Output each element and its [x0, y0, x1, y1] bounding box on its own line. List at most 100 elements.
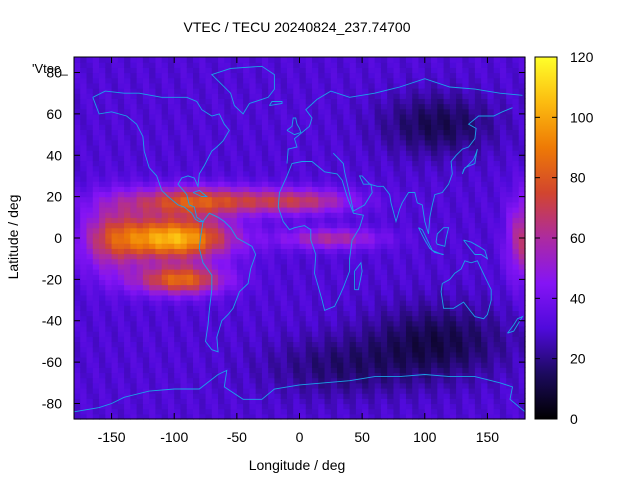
- heat-cell: [493, 165, 501, 172]
- heat-cell: [155, 362, 163, 368]
- heat-cell: [462, 243, 470, 249]
- heat-cell: [368, 108, 376, 115]
- heat-cell: [299, 72, 307, 79]
- heat-cell: [474, 57, 482, 63]
- heat-cell: [155, 269, 163, 275]
- heat-cell: [499, 201, 507, 208]
- heat-cell: [324, 160, 332, 167]
- heat-cell: [456, 186, 463, 193]
- heat-cell: [399, 186, 407, 193]
- heat-cell: [305, 98, 313, 105]
- heat-cell: [305, 413, 313, 420]
- heat-cell: [255, 222, 263, 229]
- heat-cell: [92, 62, 100, 68]
- heat-cell: [180, 134, 188, 141]
- heat-cell: [142, 98, 150, 105]
- heat-cell: [136, 134, 144, 141]
- heat-cell: [506, 387, 514, 394]
- heat-cell: [124, 232, 131, 239]
- heat-cell: [368, 227, 376, 234]
- heat-cell: [312, 232, 319, 239]
- heat-cell: [230, 150, 238, 156]
- heat-cell: [387, 129, 395, 136]
- heat-cell: [380, 238, 388, 244]
- heat-cell: [424, 372, 432, 379]
- heat-cell: [431, 243, 438, 249]
- heat-cell: [431, 98, 438, 105]
- heat-cell: [512, 181, 520, 187]
- heat-cell: [167, 98, 175, 105]
- heat-cell: [324, 238, 332, 244]
- heat-cell: [174, 186, 182, 193]
- heat-cell: [299, 139, 307, 146]
- heat-cell: [474, 62, 482, 68]
- heat-cell: [243, 139, 250, 146]
- heat-cell: [167, 305, 175, 311]
- heat-cell: [499, 382, 507, 389]
- heat-cell: [111, 67, 119, 74]
- heat-cell: [180, 108, 188, 115]
- heat-cell: [424, 113, 432, 120]
- heat-cell: [481, 331, 489, 337]
- heat-cell: [86, 243, 94, 249]
- heat-cell: [99, 77, 106, 84]
- heat-cell: [243, 191, 250, 198]
- heat-cell: [305, 248, 313, 255]
- heat-cell: [105, 331, 113, 337]
- heat-cell: [330, 113, 338, 120]
- heat-cell: [211, 165, 219, 172]
- heat-cell: [449, 341, 457, 348]
- heat-cell: [230, 253, 238, 260]
- heat-cell: [449, 238, 457, 244]
- heat-cell: [343, 129, 351, 136]
- heat-cell: [318, 62, 326, 68]
- heat-cell: [368, 310, 376, 317]
- heat-cell: [74, 155, 81, 162]
- heat-cell: [493, 382, 501, 389]
- heat-cell: [374, 336, 382, 343]
- heat-cell: [167, 382, 175, 389]
- heat-cell: [130, 398, 138, 405]
- heat-cell: [130, 372, 138, 379]
- heat-cell: [312, 243, 319, 249]
- heat-cell: [105, 212, 113, 218]
- heat-cell: [111, 196, 119, 203]
- heat-cell: [399, 103, 407, 110]
- heat-cell: [393, 113, 401, 120]
- heat-cell: [86, 67, 94, 74]
- heat-cell: [205, 331, 213, 337]
- heat-cell: [205, 217, 213, 224]
- heat-cell: [493, 320, 501, 327]
- heat-cell: [230, 372, 238, 379]
- heat-cell: [405, 113, 413, 120]
- heat-cell: [487, 413, 495, 420]
- heat-cell: [74, 134, 81, 141]
- heat-cell: [299, 331, 307, 337]
- heat-cell: [399, 108, 407, 115]
- heat-cell: [174, 331, 182, 337]
- heat-cell: [74, 331, 81, 337]
- heat-cell: [280, 113, 288, 120]
- heat-cell: [130, 139, 138, 146]
- heat-cell: [286, 398, 294, 405]
- heat-cell: [418, 72, 426, 79]
- heat-cell: [74, 289, 81, 296]
- heat-cell: [86, 217, 94, 224]
- heat-cell: [324, 191, 332, 198]
- heat-cell: [393, 320, 401, 327]
- heat-cell: [418, 331, 426, 337]
- heat-cell: [243, 289, 250, 296]
- heat-cell: [518, 310, 526, 317]
- heat-cell: [512, 186, 520, 193]
- heat-cell: [105, 362, 113, 368]
- heat-cell: [380, 315, 388, 322]
- heat-cell: [268, 403, 276, 410]
- heat-cell: [280, 134, 288, 141]
- heat-cell: [431, 341, 438, 348]
- heat-cell: [456, 155, 463, 162]
- heat-cell: [286, 367, 294, 374]
- heat-cell: [86, 279, 94, 286]
- heat-cell: [374, 382, 382, 389]
- heat-cell: [230, 413, 238, 420]
- heat-cell: [412, 222, 420, 229]
